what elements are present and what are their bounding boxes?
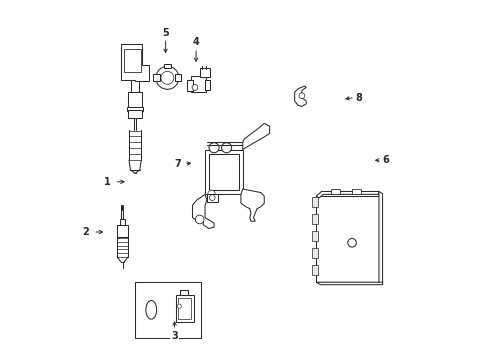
- Circle shape: [177, 304, 181, 309]
- Bar: [178, 298, 191, 319]
- Circle shape: [208, 143, 219, 153]
- Bar: [311, 214, 318, 224]
- Bar: [175, 295, 194, 321]
- Bar: [164, 64, 170, 68]
- Text: 5: 5: [162, 28, 169, 38]
- Bar: [351, 189, 360, 194]
- Polygon shape: [294, 86, 305, 107]
- Bar: [206, 194, 217, 202]
- Polygon shape: [316, 282, 382, 285]
- Circle shape: [209, 195, 215, 201]
- Text: 4: 4: [192, 37, 199, 47]
- Polygon shape: [378, 192, 382, 284]
- Bar: [187, 80, 192, 91]
- Circle shape: [161, 71, 174, 84]
- Bar: [209, 154, 238, 190]
- Polygon shape: [121, 44, 149, 81]
- Bar: [153, 74, 160, 81]
- Bar: [126, 107, 143, 111]
- Text: 8: 8: [355, 93, 362, 103]
- Polygon shape: [242, 123, 269, 149]
- Circle shape: [156, 66, 179, 89]
- Polygon shape: [192, 194, 214, 228]
- Text: 7: 7: [174, 159, 181, 169]
- Bar: [174, 74, 181, 81]
- Text: 1: 1: [104, 177, 111, 187]
- Bar: [135, 282, 201, 338]
- Circle shape: [298, 93, 304, 99]
- Circle shape: [221, 143, 231, 153]
- Bar: [330, 189, 339, 194]
- Text: 2: 2: [82, 227, 89, 237]
- Bar: [191, 76, 205, 92]
- Bar: [204, 149, 242, 194]
- Bar: [311, 265, 318, 275]
- Polygon shape: [241, 189, 264, 221]
- Bar: [311, 197, 318, 207]
- Bar: [128, 92, 142, 108]
- Bar: [316, 196, 378, 282]
- Circle shape: [195, 215, 203, 224]
- Bar: [128, 110, 142, 118]
- Circle shape: [192, 85, 198, 90]
- Bar: [311, 231, 318, 241]
- Bar: [204, 80, 210, 90]
- Bar: [311, 248, 318, 258]
- Text: 3: 3: [171, 331, 178, 341]
- Bar: [180, 291, 187, 296]
- Bar: [117, 225, 128, 237]
- Bar: [199, 68, 209, 77]
- Bar: [124, 49, 140, 72]
- Circle shape: [347, 238, 356, 247]
- Circle shape: [207, 190, 215, 197]
- Text: 6: 6: [382, 155, 389, 165]
- Bar: [120, 219, 125, 226]
- Polygon shape: [316, 192, 378, 198]
